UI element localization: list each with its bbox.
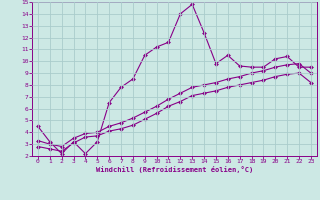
X-axis label: Windchill (Refroidissement éolien,°C): Windchill (Refroidissement éolien,°C) bbox=[96, 166, 253, 173]
